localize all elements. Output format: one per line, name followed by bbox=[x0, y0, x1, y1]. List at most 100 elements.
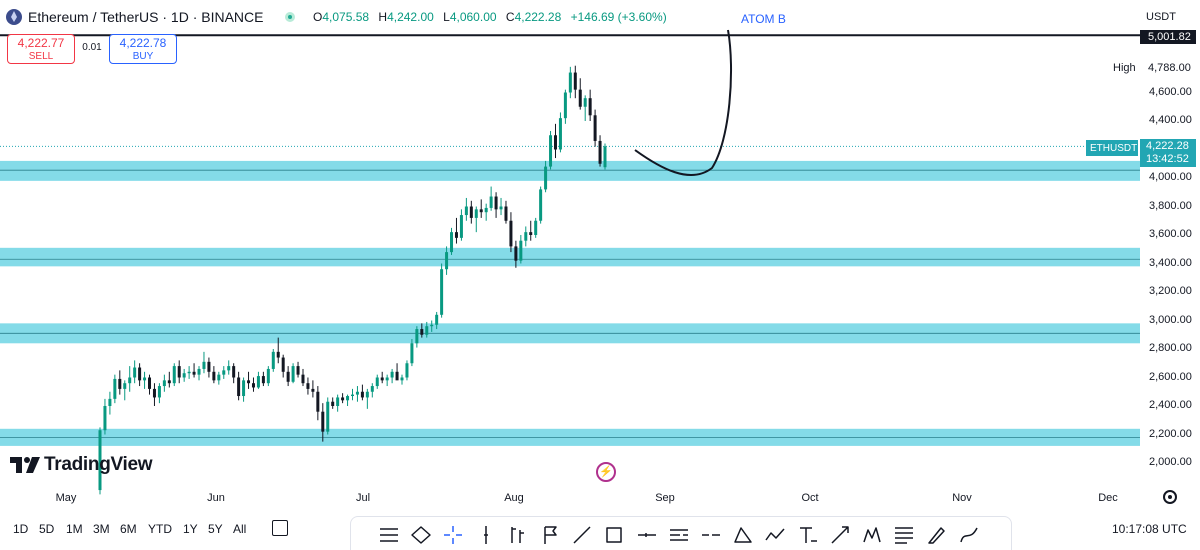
crosshair-icon[interactable] bbox=[442, 524, 464, 546]
timeframe-all[interactable]: All bbox=[233, 522, 247, 536]
line-icon[interactable] bbox=[571, 524, 593, 546]
projection-curve[interactable] bbox=[634, 29, 733, 177]
candle-body bbox=[583, 98, 587, 107]
ray-icon[interactable] bbox=[700, 524, 722, 546]
ohlc-low-value: 4,060.00 bbox=[449, 10, 497, 24]
candle bbox=[296, 361, 300, 378]
candle-body bbox=[489, 196, 493, 208]
candle-body bbox=[296, 366, 300, 375]
candle-body bbox=[568, 72, 572, 93]
candle-body bbox=[222, 370, 226, 375]
ohlc-low-key: L bbox=[443, 10, 450, 24]
ohlc-open-value: 4,075.58 bbox=[322, 10, 370, 24]
candle-body bbox=[484, 207, 488, 213]
timeframe-3m[interactable]: 3M bbox=[93, 522, 110, 536]
candle bbox=[435, 311, 439, 330]
price-tick-label: 3,200.00 bbox=[1149, 285, 1192, 297]
fib-icon[interactable] bbox=[893, 524, 915, 546]
currency-button[interactable]: USDT bbox=[1138, 6, 1188, 28]
timeframe-1y[interactable]: 1Y bbox=[183, 522, 198, 536]
candle bbox=[197, 366, 201, 381]
candle-body bbox=[182, 373, 186, 378]
candle bbox=[440, 263, 444, 318]
rectangle-icon[interactable] bbox=[603, 524, 625, 546]
candle-body bbox=[177, 366, 181, 378]
candle-body bbox=[499, 206, 503, 210]
candle bbox=[118, 370, 122, 395]
timeframe-5d[interactable]: 5D bbox=[39, 522, 55, 536]
candle bbox=[152, 383, 156, 406]
candle-body bbox=[459, 215, 463, 238]
candle bbox=[509, 212, 513, 253]
annotation-text[interactable]: ATOM B bbox=[741, 12, 786, 26]
candle bbox=[469, 200, 473, 224]
path-icon[interactable] bbox=[764, 524, 786, 546]
candle-body bbox=[519, 240, 523, 261]
flag-icon[interactable] bbox=[539, 524, 561, 546]
tradingview-logo[interactable]: TradingView bbox=[10, 454, 153, 475]
candle bbox=[549, 130, 553, 170]
candle-body bbox=[113, 378, 117, 399]
timeframe-ytd[interactable]: YTD bbox=[148, 522, 172, 536]
candle bbox=[301, 368, 305, 387]
bars-pattern-icon[interactable] bbox=[507, 524, 529, 546]
candle bbox=[603, 143, 607, 170]
candle bbox=[128, 366, 132, 392]
vertical-line-icon[interactable] bbox=[475, 524, 497, 546]
candle-body bbox=[237, 377, 241, 397]
trend-line-icon[interactable] bbox=[378, 524, 400, 546]
lightning-icon[interactable]: ⚡ bbox=[596, 462, 616, 482]
candle bbox=[316, 386, 320, 421]
timeframe-1m[interactable]: 1M bbox=[66, 522, 83, 536]
brush-icon[interactable] bbox=[925, 524, 947, 546]
candle-body bbox=[380, 377, 384, 381]
candle bbox=[326, 397, 330, 435]
candle bbox=[529, 220, 533, 241]
timeframe-5y[interactable]: 5Y bbox=[208, 522, 223, 536]
arrow-icon[interactable] bbox=[829, 524, 851, 546]
candle-body bbox=[133, 367, 137, 378]
month-label: Oct bbox=[801, 492, 819, 504]
buy-button[interactable]: 4,222.78 BUY bbox=[109, 34, 177, 64]
candle-body bbox=[563, 92, 567, 119]
ellipse-icon[interactable] bbox=[410, 524, 432, 546]
candle-body bbox=[578, 89, 582, 107]
candle bbox=[346, 394, 350, 406]
text-icon[interactable] bbox=[797, 524, 819, 546]
candle-body bbox=[202, 361, 206, 369]
dashed-line-icon[interactable] bbox=[668, 524, 690, 546]
month-label: Dec bbox=[1098, 492, 1118, 504]
candle-body bbox=[197, 368, 201, 375]
pattern-icon[interactable] bbox=[861, 524, 883, 546]
candle-body bbox=[251, 383, 255, 388]
settings-gear-icon[interactable] bbox=[1163, 490, 1177, 504]
timeframe-6m[interactable]: 6M bbox=[120, 522, 137, 536]
candle bbox=[286, 366, 290, 387]
candle bbox=[148, 374, 152, 395]
candle bbox=[351, 388, 354, 401]
candle-body bbox=[504, 206, 508, 221]
candle bbox=[400, 374, 404, 385]
candle-body bbox=[232, 366, 236, 378]
candle bbox=[232, 363, 236, 384]
triangle-icon[interactable] bbox=[732, 524, 754, 546]
candle-body bbox=[207, 361, 211, 372]
symbol-title[interactable]: Ethereum / TetherUS · 1D · BINANCE bbox=[28, 9, 264, 25]
candle-body bbox=[549, 135, 553, 167]
calendar-range-icon[interactable] bbox=[272, 520, 288, 536]
support-zone-1[interactable] bbox=[0, 160, 1140, 181]
candle bbox=[445, 246, 449, 275]
candle bbox=[306, 377, 310, 395]
support-zone-2[interactable] bbox=[0, 247, 1140, 267]
timeframe-1d[interactable]: 1D bbox=[13, 522, 29, 536]
candle bbox=[504, 200, 508, 224]
candle-body bbox=[405, 363, 409, 378]
candle-body bbox=[440, 269, 444, 315]
curve-icon[interactable] bbox=[958, 524, 980, 546]
horizontal-line-icon[interactable] bbox=[636, 524, 658, 546]
sell-button[interactable]: 4,222.77 SELL bbox=[7, 34, 75, 64]
candles bbox=[98, 65, 607, 495]
price-tick-label: 3,400.00 bbox=[1149, 256, 1192, 269]
candle-body bbox=[227, 366, 231, 371]
